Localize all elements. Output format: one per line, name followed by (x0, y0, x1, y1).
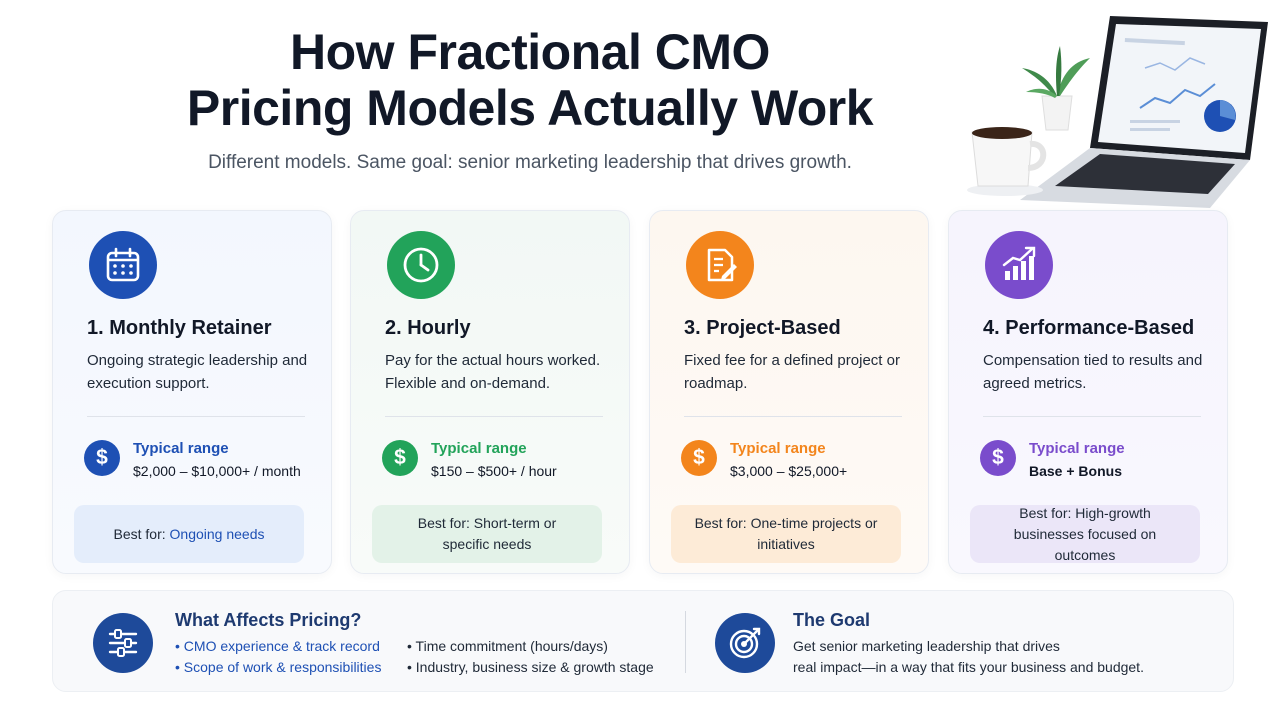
range-label: Typical range (1029, 440, 1125, 457)
list-item: Scope of work & responsibilities (175, 657, 382, 678)
goal-text-line-1: Get senior marketing leadership that dri… (793, 638, 1060, 654)
dollar-icon: $ (84, 440, 120, 476)
card-title: 1. Monthly Retainer (87, 317, 272, 339)
card-title: 4. Performance-Based (983, 317, 1195, 339)
list-item: Industry, business size & growth stage (407, 657, 654, 678)
list-item: CMO experience & track record (175, 636, 381, 657)
pricing-card-hourly: 2. Hourly Pay for the actual hours worke… (350, 210, 630, 574)
divider (983, 416, 1201, 417)
divider (685, 611, 686, 673)
range-value: $3,000 – $25,000+ (730, 463, 848, 479)
divider (87, 416, 305, 417)
range-value: $2,000 – $10,000+ / month (133, 463, 301, 479)
pricing-card-performance-based: 4. Performance-Based Compensation tied t… (948, 210, 1228, 574)
best-for-box: Best for: Short-term or specific needs (372, 505, 602, 563)
laptop-workspace-illustration (967, 16, 1268, 208)
card-description: Compensation tied to results and agreed … (983, 352, 1203, 392)
goal-title: The Goal (793, 610, 871, 630)
card-description: Ongoing strategic leadership and executi… (87, 352, 308, 392)
factors-list-left: CMO experience & track record Scope of w… (175, 636, 382, 678)
plant-icon (1022, 46, 1090, 131)
page-title-line-2: Pricing Models Actually Work (186, 80, 874, 136)
best-for-value: One-time projects or initiatives (750, 515, 878, 552)
target-icon (715, 613, 775, 673)
list-item: Time commitment (hours/days) (407, 636, 654, 657)
range-value: Base + Bonus (1029, 463, 1122, 479)
document-edit-icon (686, 231, 754, 299)
best-for-value: High-growth businesses focused on outcom… (1013, 504, 1157, 563)
card-description: Fixed fee for a defined project or roadm… (684, 352, 900, 392)
best-for-prefix: Best for: (1019, 504, 1072, 521)
best-for-box: Best for: High-growth businesses focused… (970, 505, 1200, 563)
card-title: 2. Hourly (385, 317, 471, 339)
best-for-value: Ongoing needs (169, 525, 265, 542)
dollar-icon: $ (681, 440, 717, 476)
coffee-mug-icon (967, 127, 1047, 196)
growth-chart-icon (985, 231, 1053, 299)
divider (684, 416, 902, 417)
range-label: Typical range (133, 440, 229, 457)
calendar-icon (89, 231, 157, 299)
dollar-icon: $ (980, 440, 1016, 476)
range-value: $150 – $500+ / hour (431, 463, 557, 479)
page-title: How Fractional CMO Pricing Models Actual… (130, 24, 930, 136)
pricing-factors-panel: What Affects Pricing? CMO experience & t… (52, 590, 1234, 692)
clock-icon (387, 231, 455, 299)
pricing-card-monthly-retainer: 1. Monthly Retainer Ongoing strategic le… (52, 210, 332, 574)
pricing-card-project-based: 3. Project-Based Fixed fee for a defined… (649, 210, 929, 574)
page-title-line-1: How Fractional CMO (290, 24, 770, 80)
best-for-prefix: Best for: (113, 525, 166, 542)
sliders-icon (93, 613, 153, 673)
card-title: 3. Project-Based (684, 317, 841, 339)
best-for-prefix: Best for: (694, 515, 747, 531)
best-for-value: Short-term or specific needs (442, 515, 557, 552)
range-label: Typical range (431, 440, 527, 457)
best-for-prefix: Best for: (417, 515, 470, 531)
divider (385, 416, 603, 417)
range-label: Typical range (730, 440, 826, 457)
goal-text: Get senior marketing leadership that dri… (793, 636, 1193, 678)
page-subtitle: Different models. Same goal: senior mark… (208, 152, 852, 173)
factors-list-right: Time commitment (hours/days) Industry, b… (407, 636, 654, 678)
card-description: Pay for the actual hours worked. Flexibl… (385, 352, 601, 392)
laptop-icon (1020, 16, 1268, 208)
dollar-icon: $ (382, 440, 418, 476)
factors-title: What Affects Pricing? (175, 610, 362, 630)
best-for-box: Best for: Ongoing needs (74, 505, 304, 563)
goal-text-line-2: real impact—in a way that fits your busi… (793, 659, 1144, 675)
best-for-box: Best for: One-time projects or initiativ… (671, 505, 901, 563)
